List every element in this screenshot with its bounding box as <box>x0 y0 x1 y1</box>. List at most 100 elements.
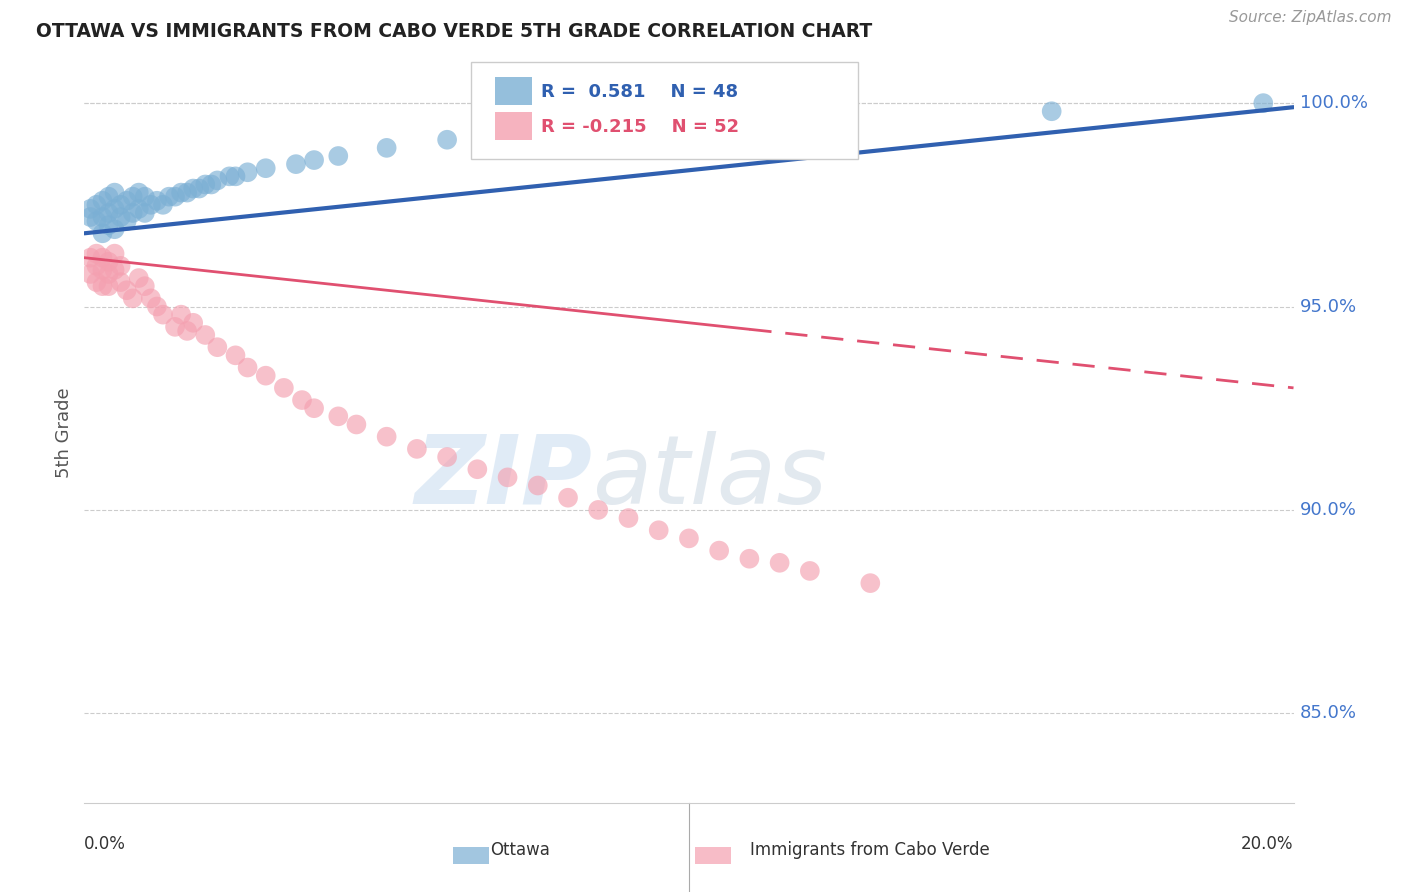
Point <box>678 116 700 130</box>
Point <box>91 210 114 224</box>
Point <box>91 263 114 277</box>
Point <box>139 292 162 306</box>
Point <box>557 125 579 139</box>
Point <box>86 275 108 289</box>
Point <box>375 141 398 155</box>
Point <box>254 368 277 383</box>
Point <box>104 186 127 200</box>
Point <box>170 186 193 200</box>
Point <box>152 198 174 212</box>
Point <box>799 564 821 578</box>
Y-axis label: 5th Grade: 5th Grade <box>55 387 73 478</box>
Point <box>254 161 277 176</box>
Point <box>110 259 132 273</box>
FancyBboxPatch shape <box>471 62 858 159</box>
Point <box>128 202 150 216</box>
Text: 90.0%: 90.0% <box>1299 501 1357 519</box>
Point <box>104 263 127 277</box>
Point <box>218 169 240 184</box>
Point <box>79 267 101 281</box>
Point <box>302 401 325 416</box>
Point <box>170 308 193 322</box>
Text: 85.0%: 85.0% <box>1299 705 1357 723</box>
Point <box>91 194 114 208</box>
Point <box>79 210 101 224</box>
Point <box>188 181 211 195</box>
Text: ZIP: ZIP <box>415 431 592 524</box>
Point <box>139 198 162 212</box>
Text: OTTAWA VS IMMIGRANTS FROM CABO VERDE 5TH GRADE CORRELATION CHART: OTTAWA VS IMMIGRANTS FROM CABO VERDE 5TH… <box>37 22 872 41</box>
Point <box>97 267 120 281</box>
Point <box>436 450 458 464</box>
Point <box>121 292 143 306</box>
Point <box>181 181 204 195</box>
Point <box>709 543 731 558</box>
Point <box>165 189 187 203</box>
Point <box>97 254 120 268</box>
Point <box>328 149 350 163</box>
Point <box>91 227 114 241</box>
Point <box>236 165 259 179</box>
Point <box>207 173 229 187</box>
Point <box>86 214 108 228</box>
FancyBboxPatch shape <box>495 112 531 140</box>
Point <box>79 202 101 216</box>
Point <box>134 279 156 293</box>
Point <box>225 348 247 362</box>
Point <box>285 157 308 171</box>
Point <box>110 275 132 289</box>
Point <box>467 462 489 476</box>
Point <box>134 189 156 203</box>
FancyBboxPatch shape <box>695 847 731 863</box>
Point <box>406 442 429 456</box>
Point <box>128 186 150 200</box>
Point <box>176 324 198 338</box>
Point <box>617 511 640 525</box>
Text: R = -0.215    N = 52: R = -0.215 N = 52 <box>541 118 740 136</box>
Point <box>236 360 259 375</box>
Point <box>115 214 138 228</box>
Point <box>115 283 138 297</box>
Point <box>194 328 217 343</box>
Point <box>273 381 295 395</box>
FancyBboxPatch shape <box>495 78 531 105</box>
Point <box>1040 104 1063 119</box>
Point <box>291 393 314 408</box>
Point <box>194 178 217 192</box>
Point <box>157 189 180 203</box>
Point <box>97 206 120 220</box>
Text: 95.0%: 95.0% <box>1299 298 1357 316</box>
Text: 20.0%: 20.0% <box>1241 835 1294 854</box>
Point <box>648 523 671 537</box>
Text: R =  0.581    N = 48: R = 0.581 N = 48 <box>541 83 738 101</box>
Point <box>346 417 368 432</box>
Point <box>1253 96 1275 111</box>
Point <box>302 153 325 167</box>
Point <box>181 316 204 330</box>
Point <box>104 222 127 236</box>
Text: 0.0%: 0.0% <box>84 835 127 854</box>
Text: Ottawa: Ottawa <box>489 840 550 859</box>
Point <box>859 576 882 591</box>
Point <box>588 503 610 517</box>
Text: atlas: atlas <box>592 431 827 524</box>
Point <box>678 532 700 546</box>
Point <box>769 556 792 570</box>
Point <box>86 246 108 260</box>
Text: Immigrants from Cabo Verde: Immigrants from Cabo Verde <box>751 840 990 859</box>
Text: Source: ZipAtlas.com: Source: ZipAtlas.com <box>1229 11 1392 25</box>
Point <box>79 251 101 265</box>
Point <box>328 409 350 424</box>
Point <box>104 246 127 260</box>
Point <box>128 271 150 285</box>
Point <box>115 194 138 208</box>
Point <box>97 189 120 203</box>
Point <box>200 178 222 192</box>
Point <box>207 340 229 354</box>
Point <box>104 202 127 216</box>
Point <box>134 206 156 220</box>
Point <box>91 279 114 293</box>
Point <box>86 259 108 273</box>
Point <box>557 491 579 505</box>
FancyBboxPatch shape <box>453 847 489 863</box>
